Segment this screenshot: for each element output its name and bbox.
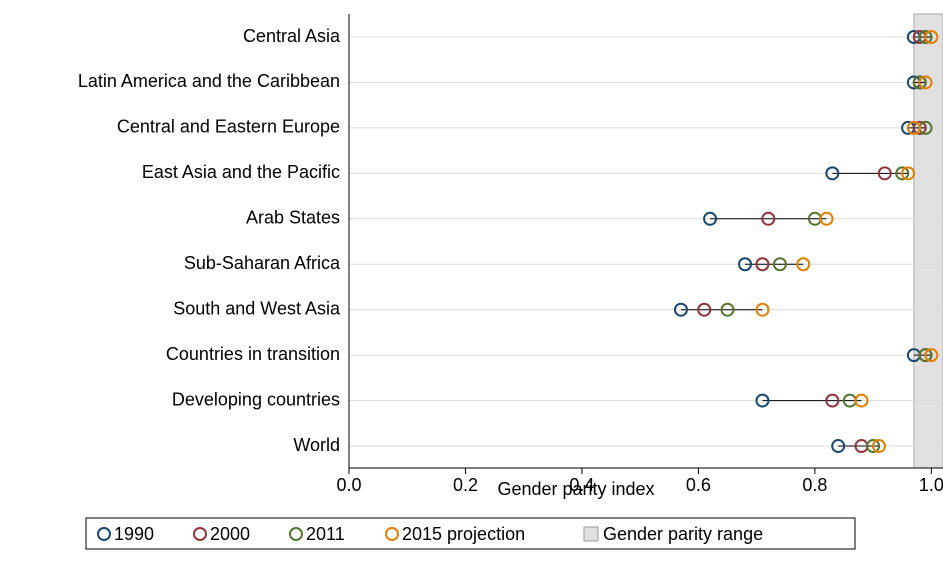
category-label: World	[293, 435, 340, 455]
legend-marker	[97, 527, 111, 541]
category-label: Central and Eastern Europe	[117, 117, 340, 137]
dot	[918, 348, 933, 363]
dot	[924, 30, 939, 44]
dot	[895, 166, 910, 181]
dot	[755, 393, 770, 408]
category-label: East Asia and the Pacific	[142, 162, 340, 182]
dot	[831, 439, 846, 454]
dot	[673, 302, 688, 317]
dot	[761, 211, 776, 226]
category-label: South and West Asia	[173, 298, 341, 318]
legend-box	[85, 517, 856, 550]
dot	[866, 439, 881, 454]
dot	[738, 257, 752, 272]
category-label: Countries in transition	[166, 344, 340, 364]
dot	[703, 211, 718, 226]
legend-label: 2015 projection	[402, 524, 525, 544]
x-tick-label: 0.8	[802, 475, 827, 495]
dot	[871, 439, 886, 454]
legend-label: Gender parity range	[603, 524, 763, 544]
dot	[697, 302, 712, 317]
dot	[906, 120, 921, 135]
x-tick-label: 0.4	[569, 475, 594, 495]
x-tick-label: 0.6	[686, 475, 711, 495]
legend-label: 2000	[210, 524, 250, 544]
dot	[918, 75, 933, 90]
dot	[772, 257, 787, 272]
dot	[854, 393, 869, 408]
category-label: Latin America and the Caribbean	[78, 71, 340, 91]
dot	[755, 302, 770, 317]
x-tick-label: 1.0	[919, 475, 943, 495]
x-tick-label: 0.2	[453, 475, 478, 495]
dot	[918, 30, 933, 44]
dot	[755, 257, 770, 272]
x-axis-label: Gender parity index	[497, 479, 654, 499]
dot	[825, 166, 840, 181]
dot	[912, 120, 927, 135]
legend-label: 1990	[114, 524, 154, 544]
category-label: Sub-Saharan Africa	[184, 253, 341, 273]
legend-marker	[583, 526, 599, 542]
legend-marker	[193, 527, 207, 541]
dot	[819, 211, 834, 226]
dot	[720, 302, 735, 317]
legend-marker	[289, 527, 303, 541]
legend-marker	[385, 527, 399, 541]
dot	[924, 348, 939, 363]
dot	[796, 257, 811, 272]
legend-label: 2011	[306, 524, 345, 544]
dot	[901, 166, 916, 181]
dot	[912, 75, 927, 90]
category-label: Arab States	[246, 208, 340, 228]
dot	[877, 166, 892, 181]
dot	[825, 393, 840, 408]
x-tick-label: 0.0	[336, 475, 361, 495]
category-label: Developing countries	[172, 389, 340, 409]
category-label: Central Asia	[243, 26, 341, 46]
